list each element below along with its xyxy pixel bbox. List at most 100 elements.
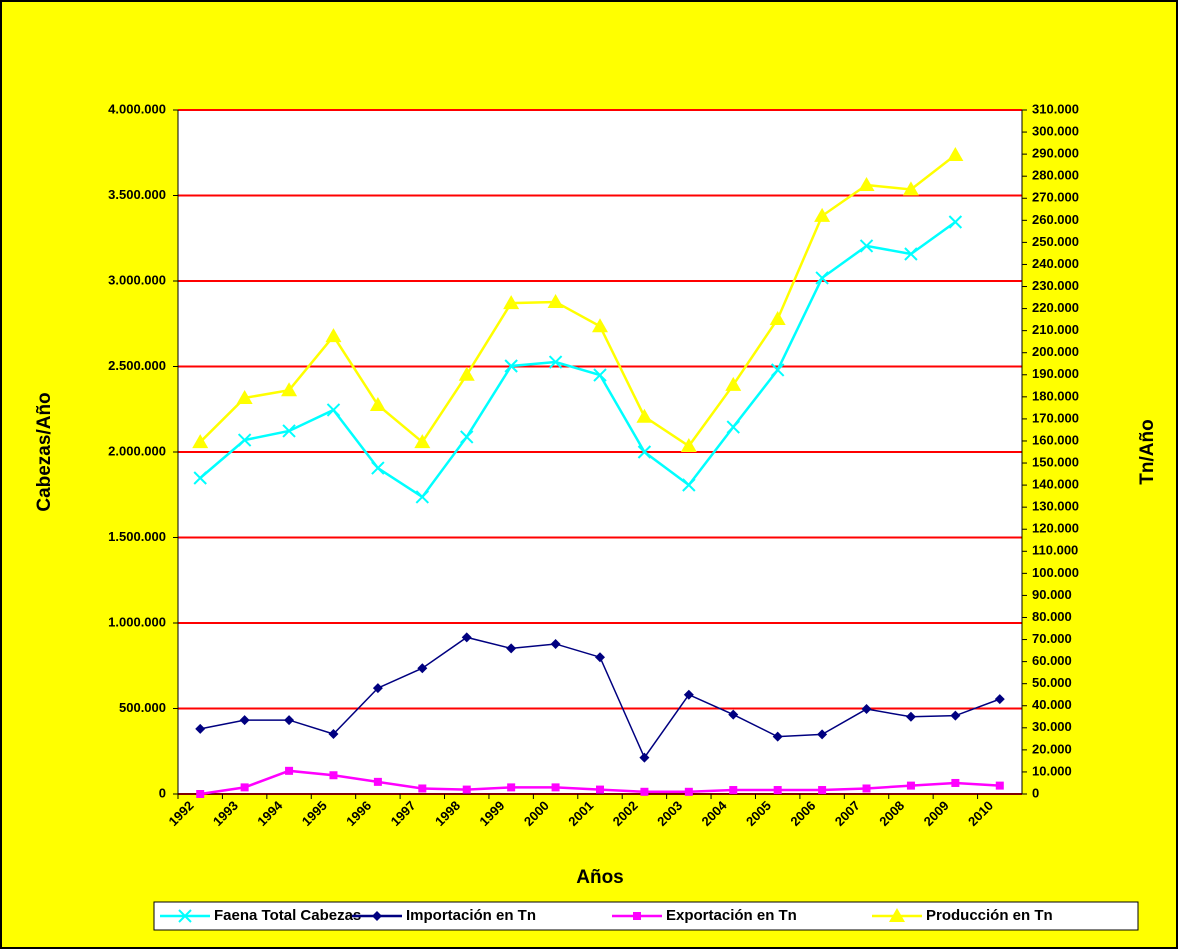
point: [859, 239, 874, 253]
y-tick-label: 4.000.000: [108, 101, 166, 116]
point: [328, 728, 339, 739]
y-tick-label: 1.000.000: [108, 614, 166, 629]
point: [372, 683, 383, 694]
y-tick-label: 500.000: [119, 700, 166, 715]
y2-tick-label: 40.000: [1032, 697, 1072, 712]
y2-tick-label: 290.000: [1032, 146, 1079, 161]
point: [503, 295, 520, 310]
y2-tick-label: 230.000: [1032, 278, 1079, 293]
point: [726, 420, 740, 434]
point: [862, 784, 871, 793]
legend-marker: [178, 909, 192, 923]
point: [817, 729, 828, 740]
point: [458, 366, 475, 381]
y2-axis-title: Tn/Año: [1137, 419, 1158, 484]
y-tick-label: 3.500.000: [108, 187, 166, 202]
point: [326, 403, 341, 417]
y-tick-label: 0: [159, 785, 166, 800]
series-line: [199, 220, 957, 499]
point: [547, 293, 564, 308]
y2-tick-label: 240.000: [1032, 256, 1079, 271]
point: [639, 752, 650, 763]
x-axis-title: Años: [576, 867, 624, 888]
y2-tick-label: 10.000: [1032, 763, 1072, 778]
legend-label: Faena Total Cabezas: [214, 907, 361, 924]
point: [905, 711, 916, 722]
y2-tick-label: 220.000: [1032, 300, 1079, 315]
point: [373, 777, 382, 786]
y2-tick-label: 120.000: [1032, 521, 1079, 536]
point: [680, 438, 697, 453]
point: [814, 207, 831, 222]
point: [729, 786, 738, 795]
point: [329, 771, 338, 780]
legend-label: Producción en Tn: [926, 907, 1053, 924]
point: [595, 652, 605, 663]
point: [284, 715, 295, 726]
point: [818, 786, 827, 795]
y2-tick-label: 300.000: [1032, 124, 1079, 139]
point: [858, 177, 875, 192]
y2-tick-label: 100.000: [1032, 565, 1079, 580]
y-axis-title: Cabezas/Año: [34, 392, 55, 511]
point: [461, 632, 472, 643]
point: [192, 434, 209, 449]
point: [414, 434, 431, 449]
point: [240, 783, 249, 792]
point: [551, 783, 560, 792]
point: [418, 784, 427, 793]
point: [947, 147, 964, 162]
legend-marker: [889, 908, 905, 922]
y-tick-label: 3.000.000: [108, 272, 166, 287]
point: [902, 181, 919, 196]
y2-tick-label: 0: [1032, 785, 1039, 800]
y2-tick-label: 210.000: [1032, 322, 1079, 337]
point: [371, 461, 385, 475]
y2-tick-label: 270.000: [1032, 190, 1079, 205]
point: [769, 310, 786, 325]
y2-tick-label: 90.000: [1032, 587, 1072, 602]
y2-tick-label: 20.000: [1032, 741, 1072, 756]
point: [637, 445, 652, 459]
point: [948, 215, 963, 229]
y2-tick-label: 310.000: [1032, 101, 1079, 116]
point: [460, 430, 474, 444]
point: [772, 731, 783, 742]
legend-marker: [372, 911, 382, 921]
y2-tick-label: 180.000: [1032, 388, 1079, 403]
point: [548, 355, 563, 369]
point: [462, 785, 471, 794]
point: [506, 643, 517, 654]
y2-tick-label: 250.000: [1032, 234, 1079, 249]
y-tick-label: 2.000.000: [108, 443, 166, 458]
y2-tick-label: 60.000: [1032, 653, 1072, 668]
point: [281, 382, 298, 397]
y2-tick-label: 80.000: [1032, 609, 1072, 624]
y2-tick-label: 170.000: [1032, 410, 1079, 425]
point: [770, 363, 785, 377]
point: [815, 271, 829, 285]
point: [193, 471, 207, 485]
point: [683, 689, 694, 700]
point: [507, 783, 516, 792]
y2-tick-label: 160.000: [1032, 432, 1079, 447]
point: [596, 785, 604, 794]
point: [951, 778, 960, 787]
point: [593, 368, 607, 382]
point: [282, 424, 296, 438]
point: [592, 318, 608, 333]
y2-tick-label: 260.000: [1032, 212, 1079, 227]
legend-label: Exportación en Tn: [666, 907, 797, 924]
point: [325, 328, 342, 343]
y2-tick-label: 110.000: [1032, 543, 1078, 558]
point: [237, 433, 252, 447]
point: [725, 376, 742, 391]
legend-marker: [633, 912, 641, 920]
point: [196, 790, 205, 798]
point: [550, 638, 561, 649]
y2-tick-label: 70.000: [1032, 631, 1072, 646]
y2-tick-label: 50.000: [1032, 675, 1072, 690]
point: [682, 478, 696, 492]
point: [728, 709, 739, 720]
